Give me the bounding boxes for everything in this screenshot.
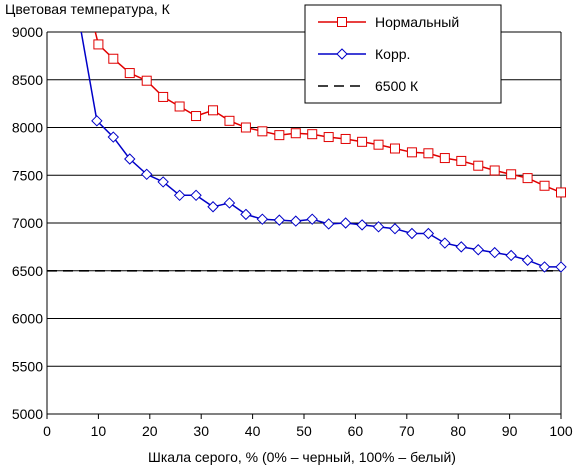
x-tick-label-50: 50 (296, 423, 312, 439)
series-0-point-9 (224, 115, 235, 126)
y-tick-label-5500: 5500 (12, 358, 43, 374)
tick-labels: 0 10 20 30 40 50 60 70 80 90 100 5000 5500 6000 6500 70… (12, 24, 573, 439)
series-0-point-3 (124, 68, 135, 79)
series-1-point-11 (256, 213, 269, 225)
series-0-point-1 (93, 39, 104, 50)
series-1-point-26 (505, 249, 517, 262)
y-tick-label-7000: 7000 (12, 215, 43, 231)
x-tick-label-40: 40 (245, 423, 261, 439)
series-0-point-8 (208, 105, 219, 116)
series-0-point-28 (539, 180, 550, 191)
series-0-point-16 (340, 133, 351, 144)
series-1-point-9 (223, 197, 236, 209)
y-tick-label-6000: 6000 (12, 311, 43, 327)
series-0-point-10 (240, 122, 251, 133)
series-0-point-24 (473, 160, 484, 171)
series-1-point-15 (322, 218, 335, 230)
series-0-point-2 (108, 53, 119, 64)
series-1-point-21 (422, 227, 435, 240)
series-1-point-14 (306, 213, 318, 225)
legend-label-0: Нормальный (375, 14, 459, 30)
series-0-point-6 (174, 101, 185, 112)
legend-label-2: 6500 К (375, 78, 419, 94)
x-tick-label-20: 20 (142, 423, 158, 439)
series-0-point-14 (307, 129, 318, 140)
series-1-point-10 (240, 208, 252, 221)
legend-label-1: Корр. (375, 46, 410, 62)
series-0-point-11 (257, 126, 268, 137)
series-1-point-2 (107, 131, 120, 143)
series-1-point-19 (389, 223, 401, 235)
series-1-point-27 (521, 254, 534, 266)
x-tick-label-10: 10 (91, 423, 107, 439)
series-0-point-22 (439, 153, 450, 164)
series-0-point-7 (191, 111, 202, 122)
y-tick-label-9000: 9000 (12, 24, 43, 40)
series-0-point-25 (489, 165, 500, 176)
marker-layer (91, 39, 567, 273)
series-1-point-29 (555, 261, 567, 273)
series-1-point-7 (190, 189, 202, 202)
legend: Нормальный Корр. 6500 К (304, 4, 502, 104)
y-tick-label-6500: 6500 (12, 263, 43, 279)
series-0-point-12 (274, 130, 285, 141)
series-1-point-24 (472, 244, 484, 256)
legend-marker-1 (336, 48, 348, 60)
series-0-point-21 (423, 148, 434, 159)
series-0-point-17 (357, 136, 368, 147)
series-1-point-8 (207, 201, 219, 213)
series-1-point-5 (157, 176, 169, 188)
legend-marker-0 (337, 17, 347, 27)
series-0-point-13 (290, 128, 301, 139)
series-0-point-27 (522, 173, 533, 184)
x-tick-label-30: 30 (193, 423, 209, 439)
y-tick-label-5000: 5000 (12, 406, 43, 422)
series-1-point-3 (124, 153, 136, 165)
y-tick-label-8500: 8500 (12, 72, 43, 88)
y-axis-title: Цветовая температура, К (5, 1, 171, 17)
series-1-point-12 (273, 214, 286, 226)
x-axis-title: Шкала серого, % (0% – черный, 100% – бел… (148, 449, 456, 465)
series-1-point-23 (455, 241, 467, 253)
series-0-point-20 (406, 147, 417, 158)
x-tick-label-90: 90 (502, 423, 518, 439)
series-0-point-26 (506, 169, 517, 180)
series-0-point-19 (389, 143, 400, 154)
series-1-point-18 (372, 221, 385, 233)
x-tick-label-70: 70 (399, 423, 415, 439)
series-0-point-15 (323, 132, 334, 143)
axes (46, 32, 562, 419)
x-tick-label-0: 0 (43, 423, 51, 439)
series-0-point-5 (158, 91, 169, 102)
series-1-point-1 (91, 115, 103, 127)
series-1-point-28 (538, 261, 551, 273)
y-tick-label-7500: 7500 (12, 167, 43, 183)
series-1-point-4 (141, 168, 153, 181)
series-1-point-13 (290, 215, 302, 227)
x-tick-label-60: 60 (348, 423, 364, 439)
series-1-point-16 (339, 217, 352, 229)
series-0-point-4 (141, 75, 152, 86)
series-1-point-22 (439, 237, 451, 249)
y-tick-label-8000: 8000 (12, 120, 43, 136)
series-0-point-29 (556, 187, 566, 198)
x-tick-label-80: 80 (450, 423, 466, 439)
series-1-point-6 (173, 189, 186, 202)
series-1-point-17 (356, 219, 368, 231)
series-0-point-18 (373, 139, 384, 150)
x-tick-label-100: 100 (549, 423, 573, 439)
series-1-point-20 (406, 227, 418, 240)
series-0-point-23 (456, 155, 467, 166)
series-1-point-25 (488, 246, 501, 259)
